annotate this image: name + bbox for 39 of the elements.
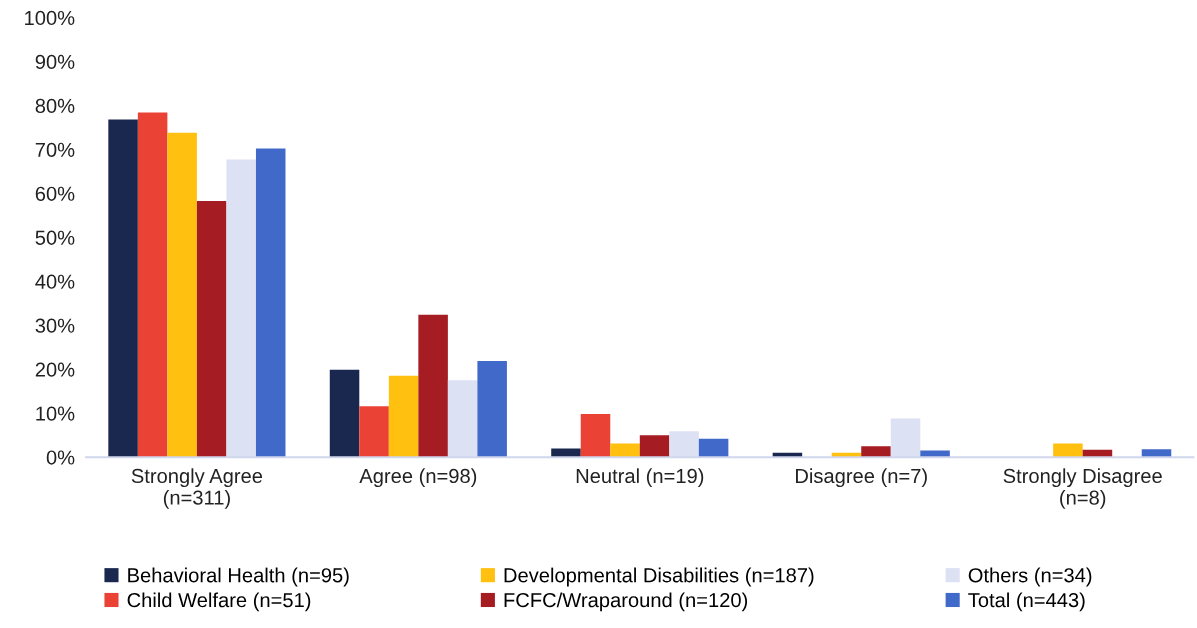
bar	[167, 132, 197, 458]
bar	[1053, 443, 1083, 458]
bar	[196, 200, 227, 458]
bar	[329, 369, 360, 458]
y-tick-label: 70%	[35, 142, 75, 157]
bar	[580, 414, 611, 458]
x-tick-label: Agree (n=98)	[359, 468, 477, 488]
x-tick-label: Disagree (n=7)	[796, 468, 927, 488]
bar	[861, 446, 891, 458]
y-tick-label: 90%	[35, 54, 75, 70]
x-tick-label: Neutral (n=19)	[576, 468, 704, 488]
y-tick-label: 10%	[36, 406, 75, 421]
bar	[551, 448, 581, 458]
bar	[255, 148, 286, 458]
legend-label: Others (n=34)	[968, 567, 1092, 587]
bar	[108, 119, 138, 458]
y-tick-label: 100%	[25, 10, 75, 26]
legend-label: Developmental Disabilities (n=187)	[504, 567, 814, 587]
legend-label: Child Welfare (n=51)	[127, 592, 311, 612]
y-tick-label: 50%	[35, 230, 75, 245]
bar	[418, 314, 448, 458]
bar	[137, 112, 168, 458]
legend-label: FCFC/Wraparound (n=120)	[504, 592, 748, 612]
x-tick-label: Strongly Agree (n=311)	[131, 468, 263, 509]
bar	[639, 435, 670, 458]
y-tick-label: 20%	[35, 362, 75, 377]
y-tick-label: 60%	[35, 186, 75, 201]
legend-label: Behavioral Health (n=95)	[128, 567, 349, 587]
bar	[359, 406, 389, 458]
x-tick-label: Strongly Disagree (n=8)	[1003, 468, 1162, 509]
y-tick-label: 40%	[35, 274, 75, 289]
legend-label: Total (n=443)	[968, 592, 1085, 612]
y-tick-label: 0%	[46, 450, 75, 465]
bar	[388, 375, 419, 458]
bar	[698, 438, 729, 458]
y-tick-label: 30%	[35, 318, 75, 333]
bar	[477, 360, 507, 458]
bar	[610, 443, 640, 458]
y-tick-label: 80%	[35, 98, 75, 113]
